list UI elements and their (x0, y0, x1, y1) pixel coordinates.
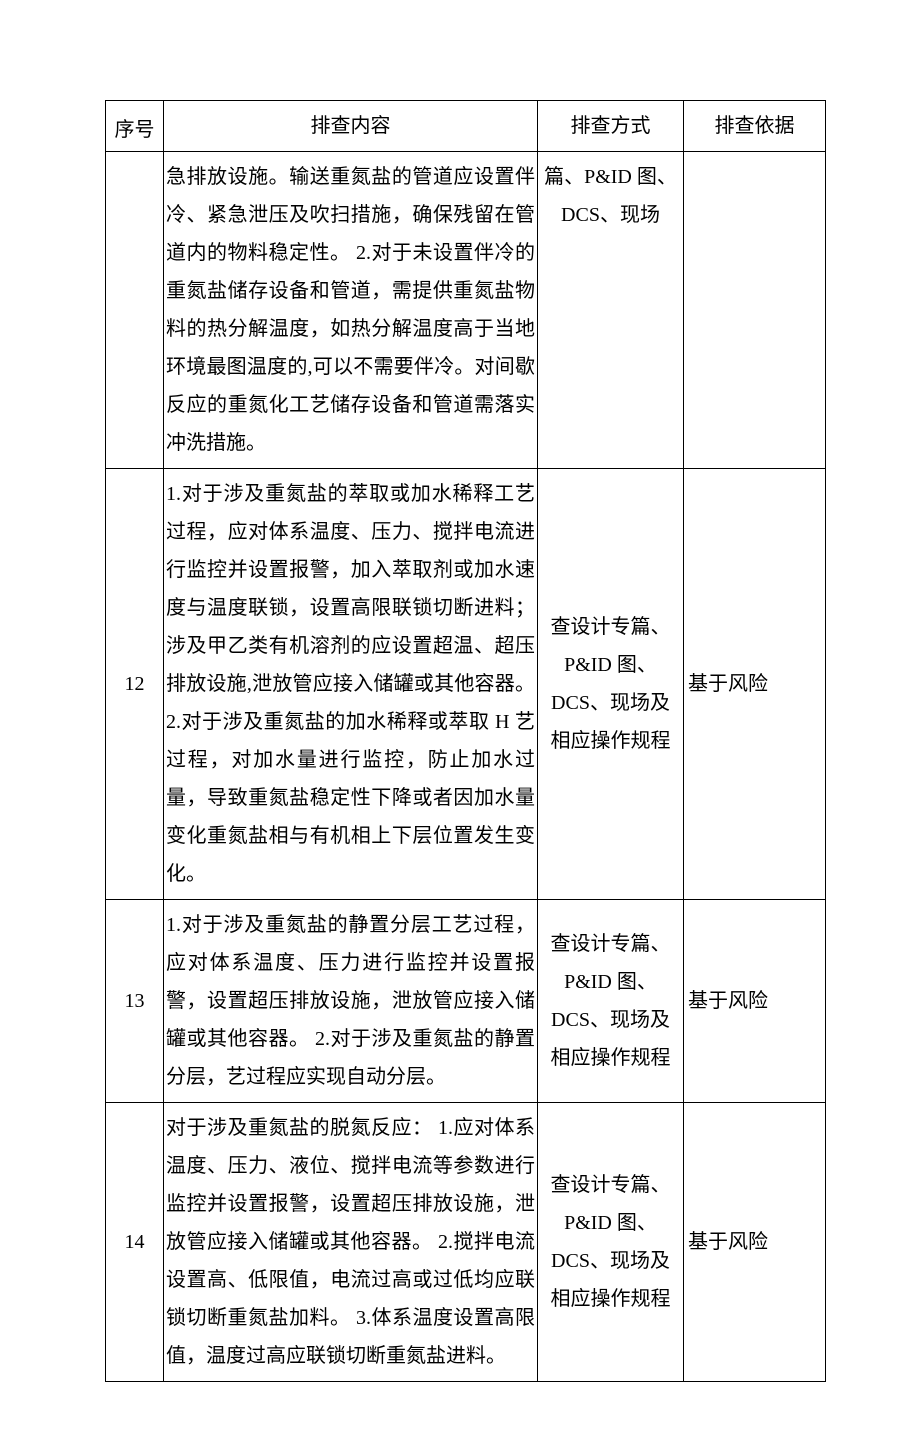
header-seq: 序号 (106, 101, 164, 152)
cell-method: 查设计专篇、P&ID 图、DCS、现场及相应操作规程 (538, 469, 684, 900)
cell-content: 1.对于涉及重氮盐的萃取或加水稀释工艺过程，应对体系温度、压力、搅拌电流进行监控… (164, 469, 538, 900)
cell-seq: 14 (106, 1103, 164, 1382)
header-content: 排查内容 (164, 101, 538, 152)
cell-basis: 基于风险 (684, 469, 826, 900)
cell-seq: 13 (106, 900, 164, 1103)
table-row: 急排放设施。输送重氮盐的管道应设置伴冷、紧急泄压及吹扫措施，确保残留在管道内的物… (106, 152, 826, 469)
inspection-table: 序号 排查内容 排查方式 排查依据 急排放设施。输送重氮盐的管道应设置伴冷、紧急… (105, 100, 826, 1382)
cell-basis: 基于风险 (684, 900, 826, 1103)
header-row: 序号 排查内容 排查方式 排查依据 (106, 101, 826, 152)
cell-method: 查设计专篇、P&ID 图、DCS、现场及相应操作规程 (538, 900, 684, 1103)
header-basis: 排查依据 (684, 101, 826, 152)
table-body: 急排放设施。输送重氮盐的管道应设置伴冷、紧急泄压及吹扫措施，确保残留在管道内的物… (106, 152, 826, 1382)
cell-content: 急排放设施。输送重氮盐的管道应设置伴冷、紧急泄压及吹扫措施，确保残留在管道内的物… (164, 152, 538, 469)
cell-content: 1.对于涉及重氮盐的静置分层工艺过程，应对体系温度、压力进行监控并设置报警，设置… (164, 900, 538, 1103)
table-row: 14 对于涉及重氮盐的脱氮反应： 1.应对体系温度、压力、液位、搅拌电流等参数进… (106, 1103, 826, 1382)
cell-method: 查设计专篇、P&ID 图、DCS、现场及相应操作规程 (538, 1103, 684, 1382)
cell-seq: 12 (106, 469, 164, 900)
cell-content: 对于涉及重氮盐的脱氮反应： 1.应对体系温度、压力、液位、搅拌电流等参数进行监控… (164, 1103, 538, 1382)
header-method: 排查方式 (538, 101, 684, 152)
cell-seq (106, 152, 164, 469)
table-row: 12 1.对于涉及重氮盐的萃取或加水稀释工艺过程，应对体系温度、压力、搅拌电流进… (106, 469, 826, 900)
table-header: 序号 排查内容 排查方式 排查依据 (106, 101, 826, 152)
table-row: 13 1.对于涉及重氮盐的静置分层工艺过程，应对体系温度、压力进行监控并设置报警… (106, 900, 826, 1103)
cell-basis (684, 152, 826, 469)
cell-basis: 基于风险 (684, 1103, 826, 1382)
cell-method: 篇、P&ID 图、DCS、现场 (538, 152, 684, 469)
